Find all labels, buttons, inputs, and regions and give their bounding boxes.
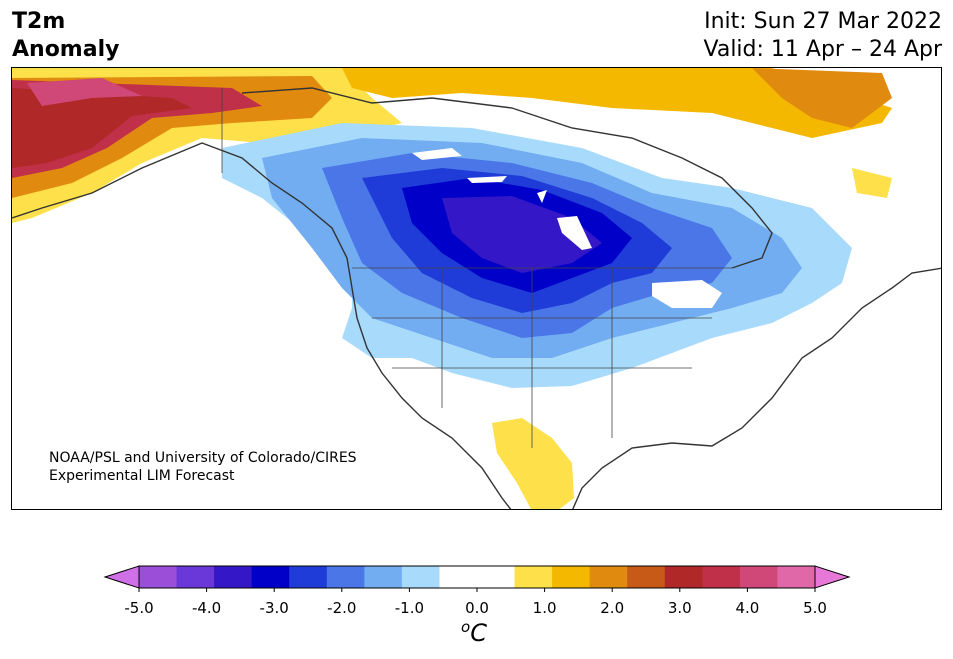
colorbar-cell [627,566,666,588]
colorbar-ticks: -5.0 -4.0 -3.0 -2.0 -1.0 0.0 1.0 2.0 3.0 4.0 5.0 [124,588,827,617]
date-info: Init: Sun 27 Mar 2022 Valid: 11 Apr – 24… [704,8,943,64]
colorbar-cell [439,566,478,588]
colorbar-cell [326,566,365,588]
credit-line-1: NOAA/PSL and University of Colorado/CIRE… [49,450,357,466]
colorbar-cell [739,566,778,588]
colorbar-cell [401,566,440,588]
credit-text: NOAA/PSL and University of Colorado/CIRE… [49,449,357,485]
colorbar-cell [702,566,741,588]
valid-range: Valid: 11 Apr – 24 Apr [703,37,943,62]
colorbar-cell [139,566,178,588]
colorbar-cell [777,566,816,588]
colorbar-left-extend [103,565,140,589]
colorbar-tick-label: 1.0 [533,599,557,617]
map-title: T2m Anomaly [12,8,119,64]
alaska-warm-brick [12,88,192,168]
colorbar-cell [176,566,215,588]
colorbar-cell [664,566,703,588]
colorbar-tick-label: -1.0 [395,599,424,617]
mexico-warm [492,418,574,509]
colorbar-cell [477,566,516,588]
colorbar-right-extend [814,565,851,589]
colorbar-cell [514,566,553,588]
map-svg [12,68,941,509]
title-line-1: T2m [12,9,66,34]
labrador-warm [852,168,892,198]
colorbar-tick-label: -2.0 [327,599,356,617]
colorbar-cell [589,566,628,588]
alaska-warm-pink [27,78,142,106]
colorbar-cell [289,566,328,588]
colorbar-cells [139,566,816,588]
state-borders [221,88,732,448]
colorbar-tick-label: 3.0 [668,599,692,617]
init-date: Init: Sun 27 Mar 2022 [704,9,942,34]
colorbar-cell [552,566,591,588]
colorbar-tick-label: -4.0 [192,599,221,617]
colorbar-tick-label: -3.0 [260,599,289,617]
colorbar-tick-label: 2.0 [600,599,624,617]
greenland-warm [752,68,892,128]
colorbar-cell [214,566,253,588]
cold-level-6 [442,196,602,273]
unit-degree-prefix: o [461,618,471,636]
arctic-warm [342,68,892,138]
colorbar-cell [251,566,290,588]
colorbar-tick-label: 5.0 [803,599,827,617]
colorbar-tick-label: -5.0 [124,599,153,617]
unit-label: oC [461,618,487,647]
coastlines [12,87,941,509]
title-line-2: Anomaly [12,37,120,62]
colorbar-cell [364,566,403,588]
colorbar-tick-label: 4.0 [735,599,759,617]
unit-letter: C [470,619,487,647]
lakes [412,148,722,308]
anomaly-map [11,67,942,510]
colorbar-tick-label: 0.0 [465,599,489,617]
credit-line-2: Experimental LIM Forecast [49,468,235,484]
